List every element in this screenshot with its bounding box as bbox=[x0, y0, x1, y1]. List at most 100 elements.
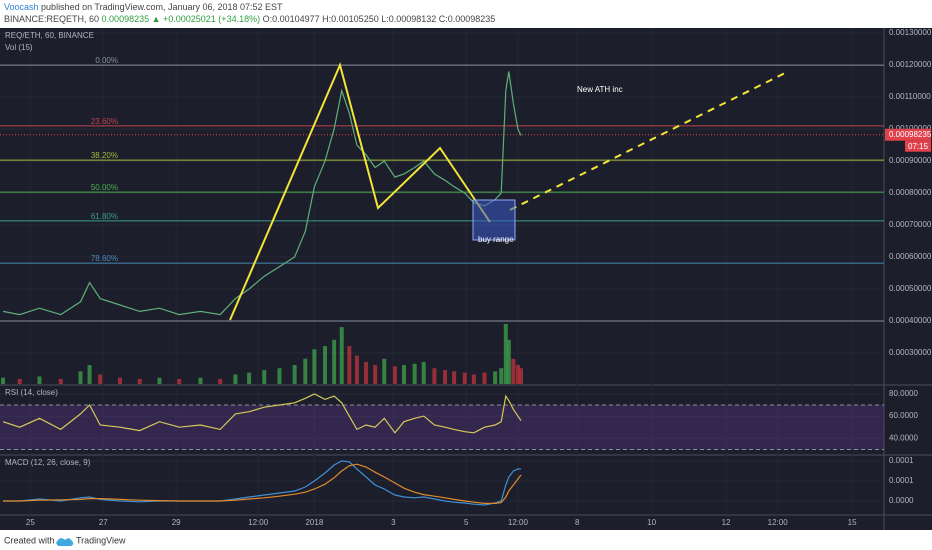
volume-bar bbox=[233, 374, 238, 384]
volume-bar bbox=[78, 371, 83, 384]
y-tick-label: 0.00060000 bbox=[889, 252, 932, 261]
x-tick-label: 2018 bbox=[305, 518, 323, 527]
x-tick-label: 25 bbox=[26, 518, 35, 527]
volume-bar bbox=[1, 377, 5, 384]
y-tick-label: 0.0000 bbox=[889, 496, 914, 505]
last-price-box bbox=[885, 128, 931, 141]
volume-bar bbox=[471, 374, 476, 384]
symbol: BINANCE:REQETH, 60 bbox=[4, 14, 99, 24]
volume-bar bbox=[312, 349, 317, 384]
series-line bbox=[3, 460, 521, 506]
countdown-box bbox=[905, 140, 931, 152]
volume-bar bbox=[506, 339, 511, 384]
y-tick-label: 0.00070000 bbox=[889, 220, 932, 229]
series-line bbox=[2, 393, 522, 434]
x-tick-label: 12:00 bbox=[248, 518, 269, 527]
volume-bar bbox=[402, 365, 407, 384]
x-tick-label: 5 bbox=[464, 518, 469, 527]
published: published on TradingView.com, January 06… bbox=[41, 2, 283, 12]
volume-bar bbox=[347, 346, 352, 384]
x-tick-label: 27 bbox=[99, 518, 108, 527]
volume-bar bbox=[493, 371, 498, 384]
volume-bar bbox=[443, 370, 448, 384]
chart-bg bbox=[0, 28, 884, 515]
volume-bar bbox=[17, 378, 22, 384]
y-tick-label: 0.00110000 bbox=[889, 92, 931, 101]
axis-bg bbox=[884, 28, 932, 515]
annotation: New ATH inc bbox=[577, 85, 623, 94]
drawings: New ATH inc buy range bbox=[229, 61, 786, 321]
volume-bar bbox=[247, 372, 252, 384]
volume-bar bbox=[218, 378, 223, 384]
logo bbox=[56, 538, 74, 546]
volume-bar bbox=[332, 339, 337, 384]
volume-bar bbox=[58, 378, 63, 384]
volume-bar bbox=[117, 377, 122, 384]
volume-bar bbox=[177, 378, 182, 384]
fib-label: 0.00% bbox=[95, 56, 118, 65]
pane-title: MACD (12, 26, close, 9) bbox=[5, 458, 91, 467]
y-tick-label: 0.0001 bbox=[889, 476, 914, 485]
volume-bar bbox=[392, 366, 397, 384]
fib-label: 50.00% bbox=[91, 183, 118, 192]
y-tick-label: 80.0000 bbox=[889, 389, 918, 398]
volume-bar bbox=[432, 368, 437, 384]
y-tick-label: 0.00030000 bbox=[889, 348, 932, 357]
x-tick-label: 15 bbox=[848, 518, 857, 527]
fib-label: 78.60% bbox=[91, 254, 118, 263]
volume-bar bbox=[37, 376, 42, 384]
volume-bar bbox=[373, 365, 378, 384]
ohlc: O:0.00104977 H:0.00105250 L:0.00098132 C… bbox=[263, 14, 496, 24]
volume-bar bbox=[499, 368, 504, 384]
volume-bar bbox=[462, 372, 467, 384]
buy-range-box bbox=[472, 199, 516, 241]
pane-title: REQ/ETH, 60, BINANCE bbox=[5, 31, 94, 40]
y-tick-label: 40.0000 bbox=[889, 433, 918, 442]
fib-label: 23.60% bbox=[91, 117, 118, 126]
time-axis-bg bbox=[0, 515, 932, 530]
header-line: Voocash published on TradingView.com, Ja… bbox=[4, 2, 283, 12]
panes: 0.00030000 0.00040000 0.00050000 0.00060000… bbox=[0, 28, 932, 527]
footer-created: Created with bbox=[4, 535, 55, 545]
quote-line: BINANCE:REQETH, 60 0.00098235 ▲ +0.00025… bbox=[4, 14, 495, 24]
y-tick-label: 0.0001 bbox=[889, 456, 914, 465]
volume-bar bbox=[354, 355, 359, 384]
volume-bar bbox=[339, 327, 344, 384]
volume-bar bbox=[503, 324, 508, 384]
x-tick-label: 3 bbox=[391, 518, 396, 527]
fib-label: 61.80% bbox=[91, 212, 118, 221]
volume-bar bbox=[303, 358, 308, 384]
volume-bar bbox=[323, 346, 328, 384]
y-tick-label: 0.00040000 bbox=[889, 316, 932, 325]
volume-bar bbox=[482, 372, 487, 384]
quote: 0.00098235 ▲ +0.00025021 (+34.18%) bbox=[102, 14, 261, 24]
annotation: buy range bbox=[478, 235, 514, 244]
x-tick-label: 8 bbox=[575, 518, 580, 527]
volume-bar bbox=[382, 358, 387, 384]
volume-bar bbox=[421, 361, 426, 384]
countdown-label: 07:15 bbox=[908, 142, 929, 151]
last-price-label: 0.00098235 bbox=[889, 130, 932, 139]
y-tick-label: 0.00130000 bbox=[889, 28, 932, 37]
x-tick-label: 12 bbox=[722, 518, 731, 527]
volume-bar bbox=[364, 361, 369, 384]
volume-bar bbox=[277, 368, 282, 384]
volume-bar bbox=[518, 368, 523, 384]
volume-title: Vol (15) bbox=[5, 43, 33, 52]
footer-brand[interactable]: TradingView bbox=[76, 535, 126, 545]
y-tick-label: 60.0000 bbox=[889, 411, 918, 420]
x-tick-label: 29 bbox=[172, 518, 181, 527]
volume-bar bbox=[515, 365, 520, 384]
author[interactable]: Voocash bbox=[4, 2, 39, 12]
x-tick-label: 12:00 bbox=[768, 518, 789, 527]
volume-bar bbox=[137, 378, 142, 384]
volume-bar bbox=[511, 358, 516, 384]
pane-title: RSI (14, close) bbox=[5, 388, 58, 397]
fib-label: 38.20% bbox=[91, 151, 118, 160]
y-tick-label: 0.00090000 bbox=[889, 156, 932, 165]
rsi-band bbox=[0, 405, 884, 450]
volume-bar bbox=[198, 377, 203, 384]
zigzag-drawing bbox=[229, 61, 491, 321]
y-tick-label: 0.00100000 bbox=[889, 124, 932, 133]
